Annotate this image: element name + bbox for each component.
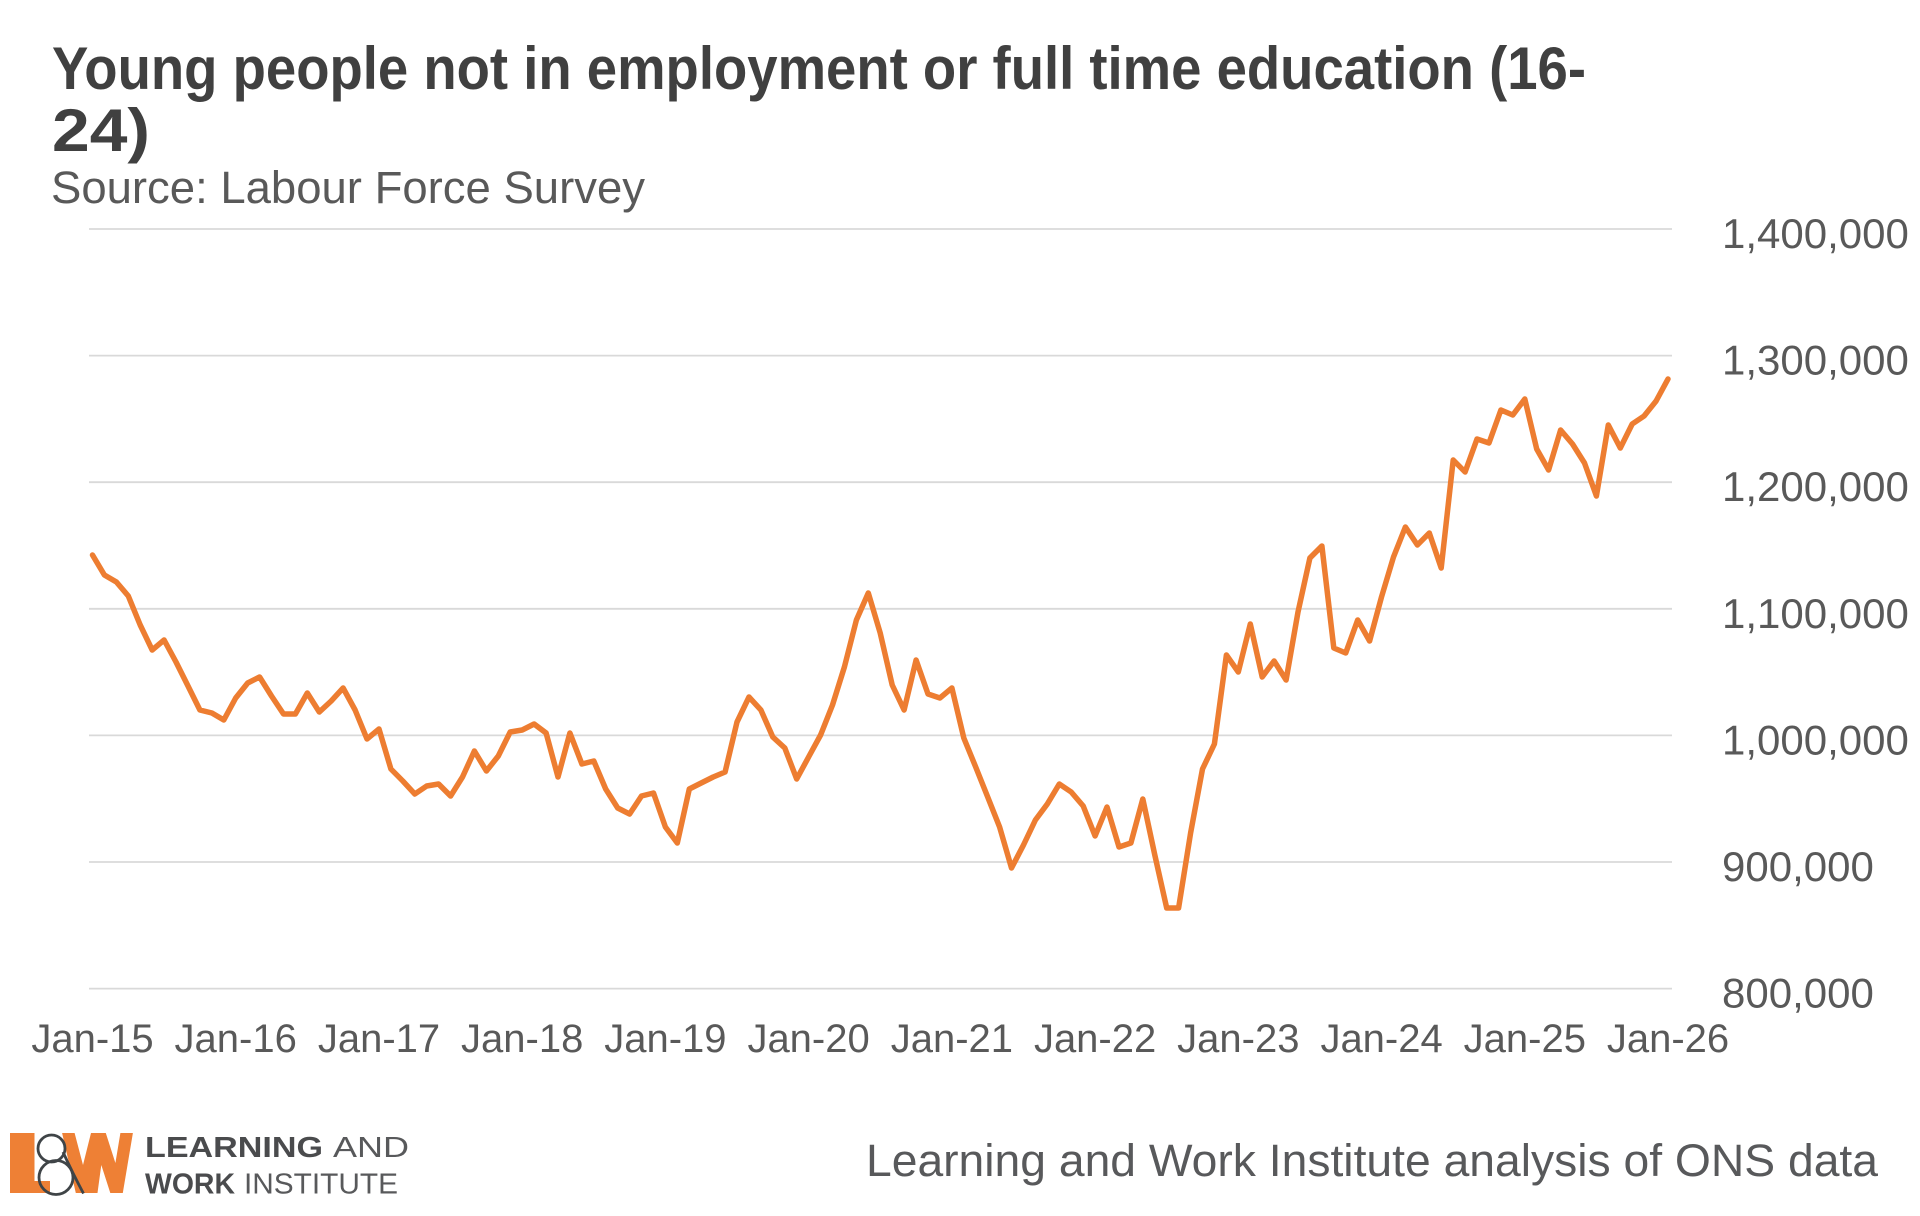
svg-text:1,400,000: 1,400,000 [1722, 210, 1909, 257]
svg-text:Jan-24: Jan-24 [1320, 1017, 1442, 1061]
svg-text:Jan-19: Jan-19 [604, 1017, 726, 1061]
svg-text:800,000: 800,000 [1722, 970, 1874, 1017]
svg-text:INSTITUTE: INSTITUTE [244, 1169, 398, 1201]
svg-text:LEARNING: LEARNING [145, 1132, 323, 1164]
svg-text:Jan-23: Jan-23 [1177, 1017, 1299, 1061]
svg-text:Jan-21: Jan-21 [891, 1017, 1013, 1061]
svg-text:24): 24) [52, 97, 150, 164]
svg-text:1,200,000: 1,200,000 [1722, 463, 1909, 510]
svg-text:900,000: 900,000 [1722, 843, 1874, 890]
svg-text:Jan-17: Jan-17 [318, 1017, 440, 1061]
svg-text:1,300,000: 1,300,000 [1722, 337, 1909, 384]
svg-text:Learning and Work Institute an: Learning and Work Institute analysis of … [866, 1135, 1879, 1186]
svg-text:Jan-16: Jan-16 [175, 1017, 297, 1061]
svg-text:Jan-20: Jan-20 [747, 1017, 869, 1061]
svg-text:Jan-15: Jan-15 [31, 1017, 153, 1061]
svg-text:Jan-18: Jan-18 [461, 1017, 583, 1061]
svg-text:1,000,000: 1,000,000 [1722, 716, 1909, 763]
svg-text:Jan-25: Jan-25 [1464, 1017, 1586, 1061]
svg-text:Young people not in employment: Young people not in employment or full t… [52, 35, 1586, 102]
svg-text:AND: AND [333, 1132, 409, 1164]
svg-text:WORK: WORK [145, 1169, 235, 1201]
svg-text:Source: Labour Force Survey: Source: Labour Force Survey [51, 162, 645, 213]
svg-text:1,100,000: 1,100,000 [1722, 590, 1909, 637]
svg-text:Jan-22: Jan-22 [1034, 1017, 1156, 1061]
svg-text:Jan-26: Jan-26 [1607, 1017, 1729, 1061]
